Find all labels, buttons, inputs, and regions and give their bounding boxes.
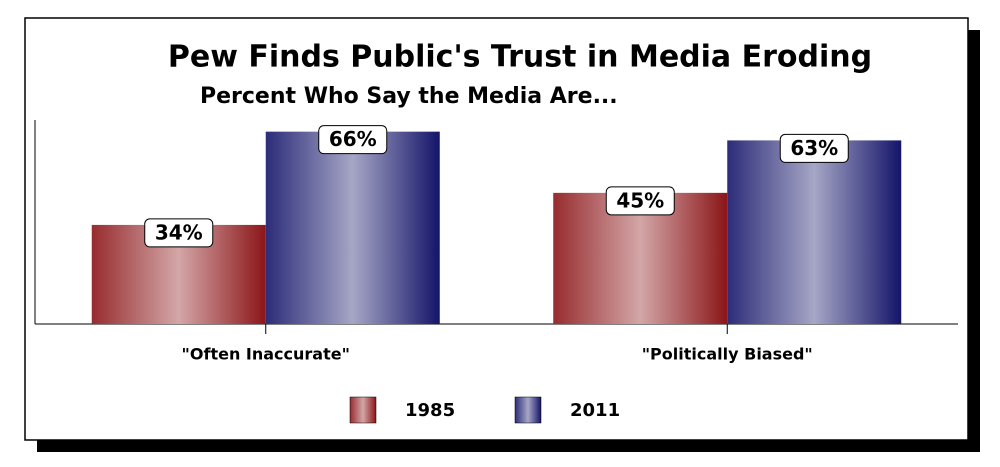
value-label-box [779, 133, 849, 163]
chart-title: Pew Finds Public's Trust in Media Erodin… [168, 40, 872, 75]
bar [727, 140, 902, 324]
x-tick-label: "Politically Biased" [642, 345, 813, 364]
chart-subtitle: Percent Who Say the Media Are... [200, 84, 618, 109]
value-label: 34% [155, 220, 203, 244]
value-label: 66% [329, 127, 377, 151]
value-label: 45% [616, 188, 664, 212]
value-label-box [318, 125, 388, 155]
value-label-box [605, 186, 675, 216]
legend-label: 1985 [405, 400, 455, 421]
legend-label: 2011 [570, 400, 620, 421]
value-label-box [144, 218, 214, 248]
bar [265, 131, 440, 324]
legend-swatch [514, 396, 542, 424]
legend-swatch [349, 396, 377, 424]
value-label: 63% [790, 136, 838, 160]
x-tick-label: "Often Inaccurate" [182, 345, 350, 364]
